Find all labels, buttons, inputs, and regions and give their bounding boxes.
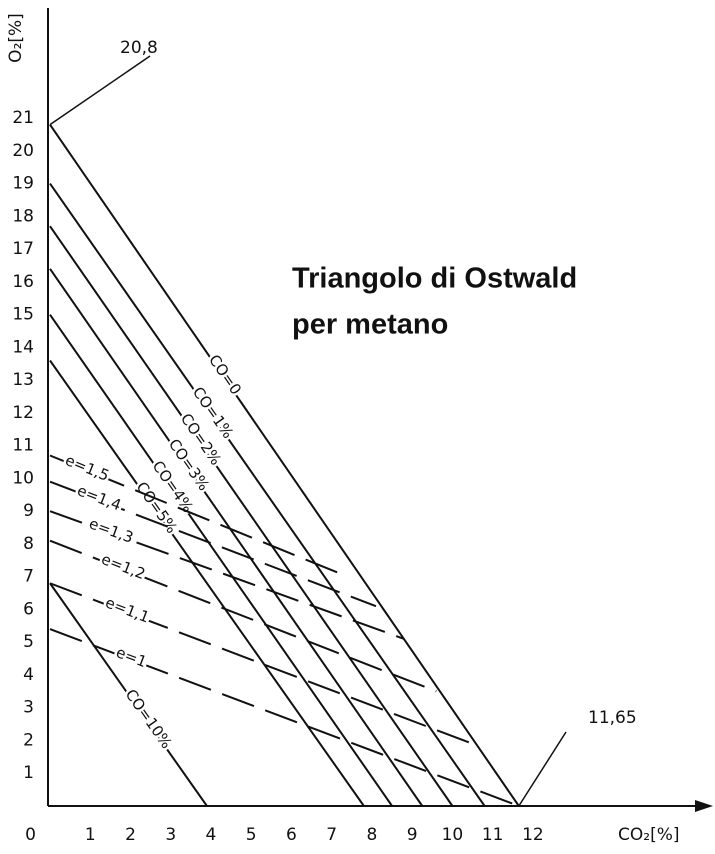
x-axis-arrow: [695, 800, 713, 812]
y-tick-label: 17: [12, 239, 34, 259]
y-axis-label: O₂[%]: [6, 13, 26, 63]
x-tick-label: 6: [286, 825, 297, 845]
series-label: e=1,1: [103, 593, 152, 626]
y-tick-label: 6: [23, 599, 34, 619]
y-tick-label: 18: [12, 206, 34, 226]
annotation-leader: [518, 731, 567, 807]
x-tick-label: 2: [125, 825, 136, 845]
y-tick-label: 10: [12, 468, 34, 488]
series-line: [49, 314, 393, 807]
x-tick-label: 3: [165, 825, 176, 845]
x-tick-label: 4: [206, 825, 217, 845]
series-label: e=1,2: [99, 550, 148, 583]
series-label: e=1: [114, 643, 150, 671]
chart-title: per metano: [292, 309, 448, 341]
y-tick-label: 13: [12, 370, 34, 390]
y-tick-label: 1: [23, 763, 34, 783]
y-tick-label: 3: [23, 698, 34, 718]
x-tick-label: 12: [522, 825, 544, 845]
annotation-leader: [49, 55, 151, 126]
y-tick-label: 9: [23, 501, 34, 521]
y-tick-label: 11: [12, 436, 34, 456]
y-tick-label: 21: [12, 108, 34, 128]
chart-title: Triangolo di Ostwald: [292, 263, 577, 295]
annotation-label: 11,65: [588, 708, 637, 728]
x-tick-label: 11: [482, 825, 504, 845]
series-line: [49, 582, 208, 807]
series-label: e=1,5: [63, 451, 112, 485]
y-tick-label: 12: [12, 403, 34, 423]
series-line: [49, 225, 454, 807]
series-label: CO=0: [205, 351, 245, 398]
series-line: [49, 582, 473, 745]
series-line: [49, 268, 424, 807]
x-tick-label: 9: [407, 825, 418, 845]
series-line: [49, 628, 520, 807]
y-tick-label: 20: [12, 141, 34, 161]
series-line: [49, 359, 365, 807]
y-tick-label: 2: [23, 730, 34, 750]
series-line: [49, 454, 349, 578]
y-tick-label: 19: [12, 174, 34, 194]
series-label: CO=10%: [122, 686, 176, 752]
series-label: e=1,3: [87, 514, 136, 546]
x-axis-label: CO₂[%]: [618, 825, 679, 845]
series-line: [49, 539, 437, 693]
y-tick-label: 15: [12, 305, 34, 325]
y-tick-label: 8: [23, 534, 34, 554]
x-tick-label: 0: [25, 825, 36, 845]
annotation-label: 20,8: [120, 38, 158, 58]
series-line: [49, 510, 405, 640]
series-label: e=1,4: [75, 481, 124, 514]
series-line: [49, 480, 377, 608]
x-tick-label: 8: [367, 825, 378, 845]
x-tick-label: 1: [85, 825, 96, 845]
series-line: [49, 183, 486, 807]
x-tick-label: 10: [442, 825, 464, 845]
x-tick-label: 7: [326, 825, 337, 845]
series-line: [49, 124, 520, 807]
y-tick-label: 16: [12, 272, 34, 292]
y-tick-label: 7: [23, 567, 34, 587]
y-tick-label: 5: [23, 632, 34, 652]
x-tick-label: 5: [246, 825, 257, 845]
y-tick-label: 14: [12, 337, 34, 357]
y-tick-label: 4: [23, 665, 34, 685]
